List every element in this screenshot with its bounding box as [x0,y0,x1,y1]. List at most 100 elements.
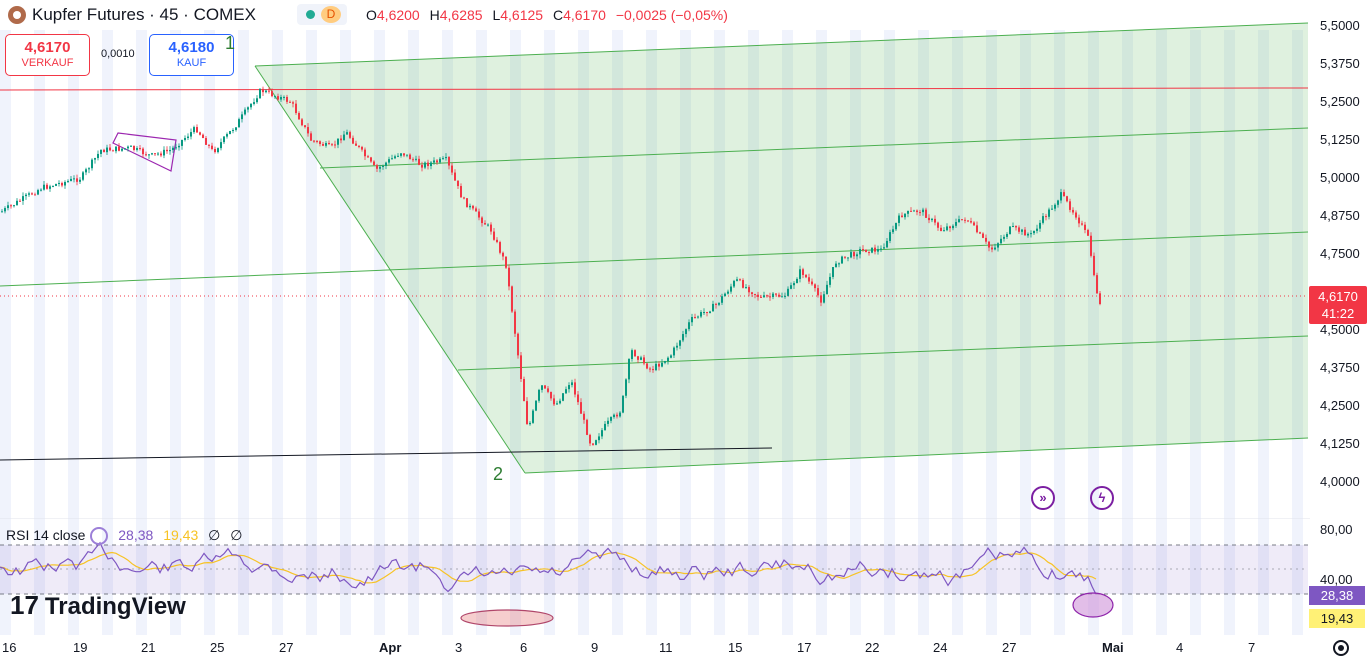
settings-icon[interactable] [1333,640,1349,656]
candle-body [289,101,291,103]
candle-body [4,208,6,212]
candle-body [556,403,558,405]
wave-label-1[interactable]: 1 [225,33,236,53]
candle-body [454,172,456,181]
candle-body [61,182,63,186]
candle-body [319,141,321,145]
candle-body [730,286,732,292]
price-tick: 4,2500 [1320,398,1360,413]
candle-body [637,356,639,360]
candle-body [79,179,81,182]
candle-body [241,114,243,120]
candle-body [553,398,555,405]
rsi-pane[interactable] [0,518,1310,636]
candle-body [550,391,552,399]
candle-body [157,153,159,155]
price-axis[interactable]: 5,5000 5,3750 5,2500 5,1250 5,0000 4,875… [1310,0,1371,660]
candle-body [205,138,207,145]
candle-body [934,218,936,223]
candle-body [139,148,141,150]
candle-body [679,340,681,346]
rsi-oversold-marker[interactable] [1072,592,1114,618]
flag-pattern[interactable] [112,132,177,172]
candle-body [619,412,621,417]
candle-body [853,252,855,257]
market-status-badge[interactable]: D [297,4,347,25]
candle-body [298,113,300,120]
candle-body [286,96,288,102]
candle-body [979,232,981,234]
session-band [102,30,113,635]
sell-button[interactable]: 4,6170 VERKAUF [5,34,90,76]
candle-body [823,294,825,303]
candle-body [160,153,162,156]
session-band [544,30,555,635]
price-tick: 4,3750 [1320,360,1360,375]
candle-body [145,154,147,156]
candle-body [874,247,876,252]
candle-body [1057,200,1059,205]
candle-body [673,347,675,356]
candle-body [982,233,984,238]
candle-body [703,312,705,314]
candle-body [688,322,690,330]
tradingview-logo[interactable]: 17 TradingView [10,590,186,621]
resistance-line[interactable] [0,87,1309,91]
candle-body [328,143,330,145]
candle-body [265,90,267,93]
rsi-legend[interactable]: RSI 14 close 28,38 19,43 ∅ ∅ [6,527,242,546]
rsi-divergence-marker[interactable] [460,609,554,627]
session-band [408,30,419,635]
candle-body [31,193,33,195]
replay-icon[interactable]: » [1031,486,1055,510]
candle-body [28,193,30,195]
candle-body [931,218,933,221]
rsi-source-icon[interactable] [90,527,109,546]
candle-body [400,153,402,156]
lightning-icon[interactable]: ϟ [1090,486,1114,510]
candle-body [595,440,597,445]
candle-body [532,410,534,423]
support-line[interactable] [0,447,773,461]
candle-body [382,165,384,167]
candle-body [1054,204,1056,209]
candle-body [43,184,45,190]
candle-body [316,140,318,142]
candle-body [751,292,753,295]
candle-body [430,162,432,167]
candle-body [538,389,540,401]
candle-body [1069,201,1071,210]
candle-body [445,157,447,159]
candle-body [229,131,231,135]
rsi-ma-value: 19,43 [163,527,199,543]
symbol-title[interactable]: Kupfer Futures · 45 · COMEX [32,5,256,24]
current-price-label: 4,6170 41:22 [1309,286,1367,324]
price-chart-canvas[interactable] [0,0,1310,636]
candle-body [1003,236,1005,239]
candle-body [1087,229,1089,236]
candle-body [976,225,978,233]
candle-body [715,303,717,305]
rsi-title: RSI 14 close [6,527,86,543]
candle-body [340,138,342,141]
candle-body [844,256,846,258]
session-band [1054,30,1065,635]
candle-body [178,145,180,148]
candle-body [760,296,762,298]
candle-body [250,103,252,108]
candle-body [598,436,600,441]
session-band [204,30,215,635]
price-tick: 5,0000 [1320,170,1360,185]
candle-body [799,269,801,279]
candle-body [1081,223,1083,225]
candle-body [526,401,528,425]
wave-label-2[interactable]: 2 [493,464,504,484]
candle-body [259,88,261,99]
buy-button[interactable]: 4,6180 KAUF [149,34,234,76]
time-axis[interactable]: 16 19 21 25 27 Apr 3 6 9 11 15 17 22 24 … [0,636,1310,660]
candle-body [115,146,117,152]
candle-body [121,148,123,151]
candle-body [37,190,39,195]
candle-body [391,158,393,160]
candle-body [871,247,873,253]
